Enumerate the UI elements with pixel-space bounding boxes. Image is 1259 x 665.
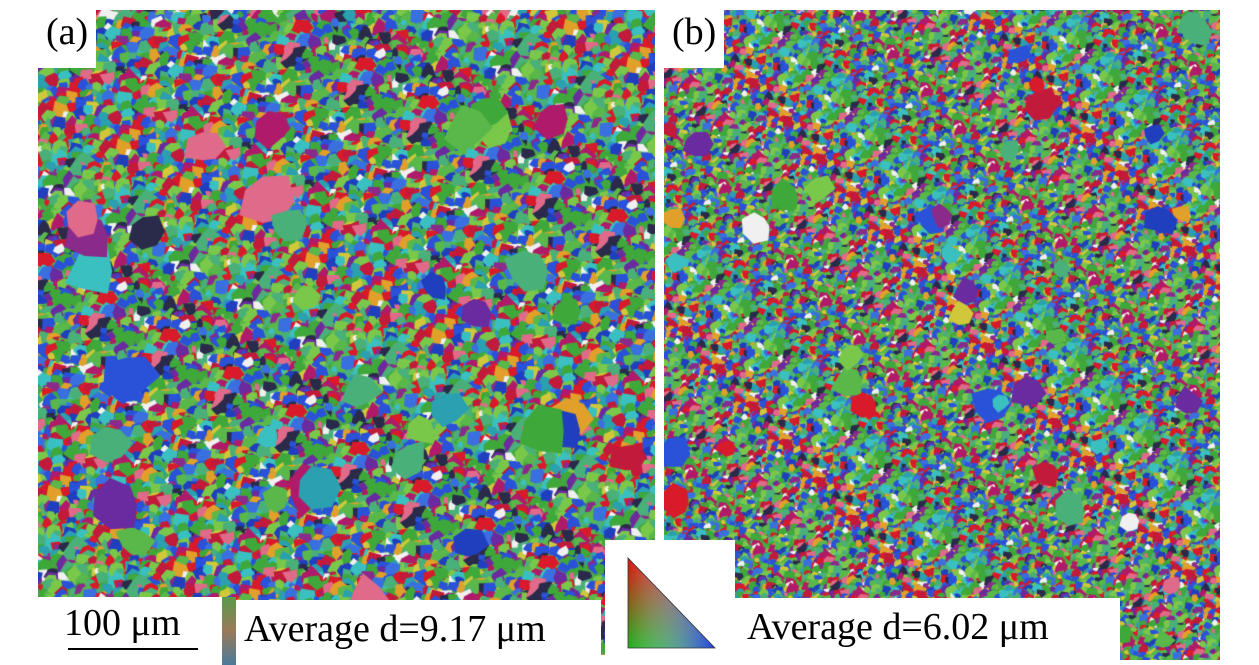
scale-bar-line bbox=[68, 648, 198, 650]
map-edge-strip bbox=[222, 597, 236, 665]
ipf-triangle-icon bbox=[627, 557, 716, 649]
scale-bar: 100 μm bbox=[38, 597, 222, 665]
ebsd-orientation-map-a bbox=[38, 10, 655, 655]
ipf-color-key bbox=[605, 540, 735, 665]
ebsd-orientation-map-b bbox=[664, 10, 1220, 660]
ebsd-map-panel-b bbox=[664, 10, 1220, 660]
panel-label-a: (a) bbox=[38, 10, 97, 68]
panel-divider bbox=[655, 10, 664, 665]
scale-bar-label: 100 μm bbox=[64, 602, 181, 644]
panel-label-b: (b) bbox=[664, 10, 725, 68]
average-grain-size-a: Average d=9.17 μm bbox=[236, 600, 601, 665]
ebsd-map-panel-a bbox=[38, 10, 655, 655]
average-grain-size-b: Average d=6.02 μm bbox=[733, 598, 1120, 665]
